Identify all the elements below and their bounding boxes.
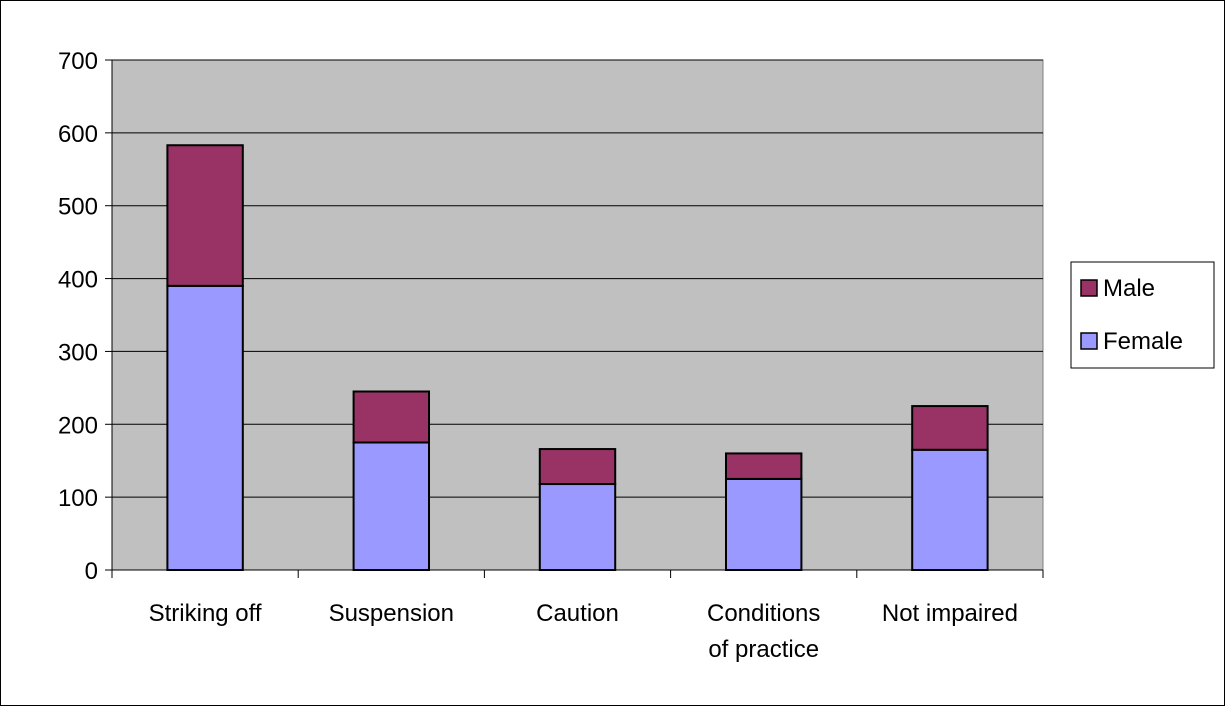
x-tick-label: Suspension bbox=[329, 600, 454, 627]
bar-female-4 bbox=[911, 448, 989, 571]
y-tick-label: 400 bbox=[58, 267, 98, 294]
y-tick-label: 300 bbox=[58, 339, 98, 366]
x-tick-label: Striking off bbox=[149, 600, 262, 627]
y-tick-label: 100 bbox=[58, 485, 98, 512]
bar-male-2 bbox=[538, 448, 617, 486]
bar-male-3 bbox=[724, 452, 803, 480]
bar-female-1 bbox=[352, 441, 431, 571]
bar-male-1 bbox=[352, 390, 431, 444]
x-tick-label: Caution bbox=[536, 600, 619, 627]
bar-female-2 bbox=[538, 483, 617, 571]
y-tick-label: 500 bbox=[58, 194, 98, 221]
y-tick-labels: 0 100 200 300 400 500 600 700 bbox=[58, 48, 98, 585]
y-tick-label: 200 bbox=[58, 412, 98, 439]
bar-male-4 bbox=[911, 405, 989, 451]
legend-label-female: Female bbox=[1103, 328, 1183, 355]
legend-swatch-female bbox=[1080, 332, 1098, 350]
x-tick-labels: Striking off Suspension Caution Conditions o… bbox=[149, 600, 1018, 663]
legend: Male Female bbox=[1070, 261, 1215, 369]
y-tick-label: 700 bbox=[58, 48, 98, 75]
legend-swatch-male bbox=[1080, 279, 1098, 297]
bars bbox=[166, 144, 989, 571]
bar-male-0 bbox=[166, 144, 244, 287]
x-tick-label: Not impaired bbox=[882, 600, 1018, 627]
x-tick-label: Conditions bbox=[707, 600, 820, 627]
y-tick-label: 0 bbox=[85, 558, 98, 585]
y-tick-label: 600 bbox=[58, 121, 98, 148]
bar-female-3 bbox=[724, 477, 803, 571]
legend-label-male: Male bbox=[1103, 275, 1155, 302]
x-tick-label: of practice bbox=[708, 636, 819, 663]
bar-female-0 bbox=[166, 284, 244, 571]
axes bbox=[105, 59, 1044, 578]
gridlines bbox=[112, 59, 1043, 498]
